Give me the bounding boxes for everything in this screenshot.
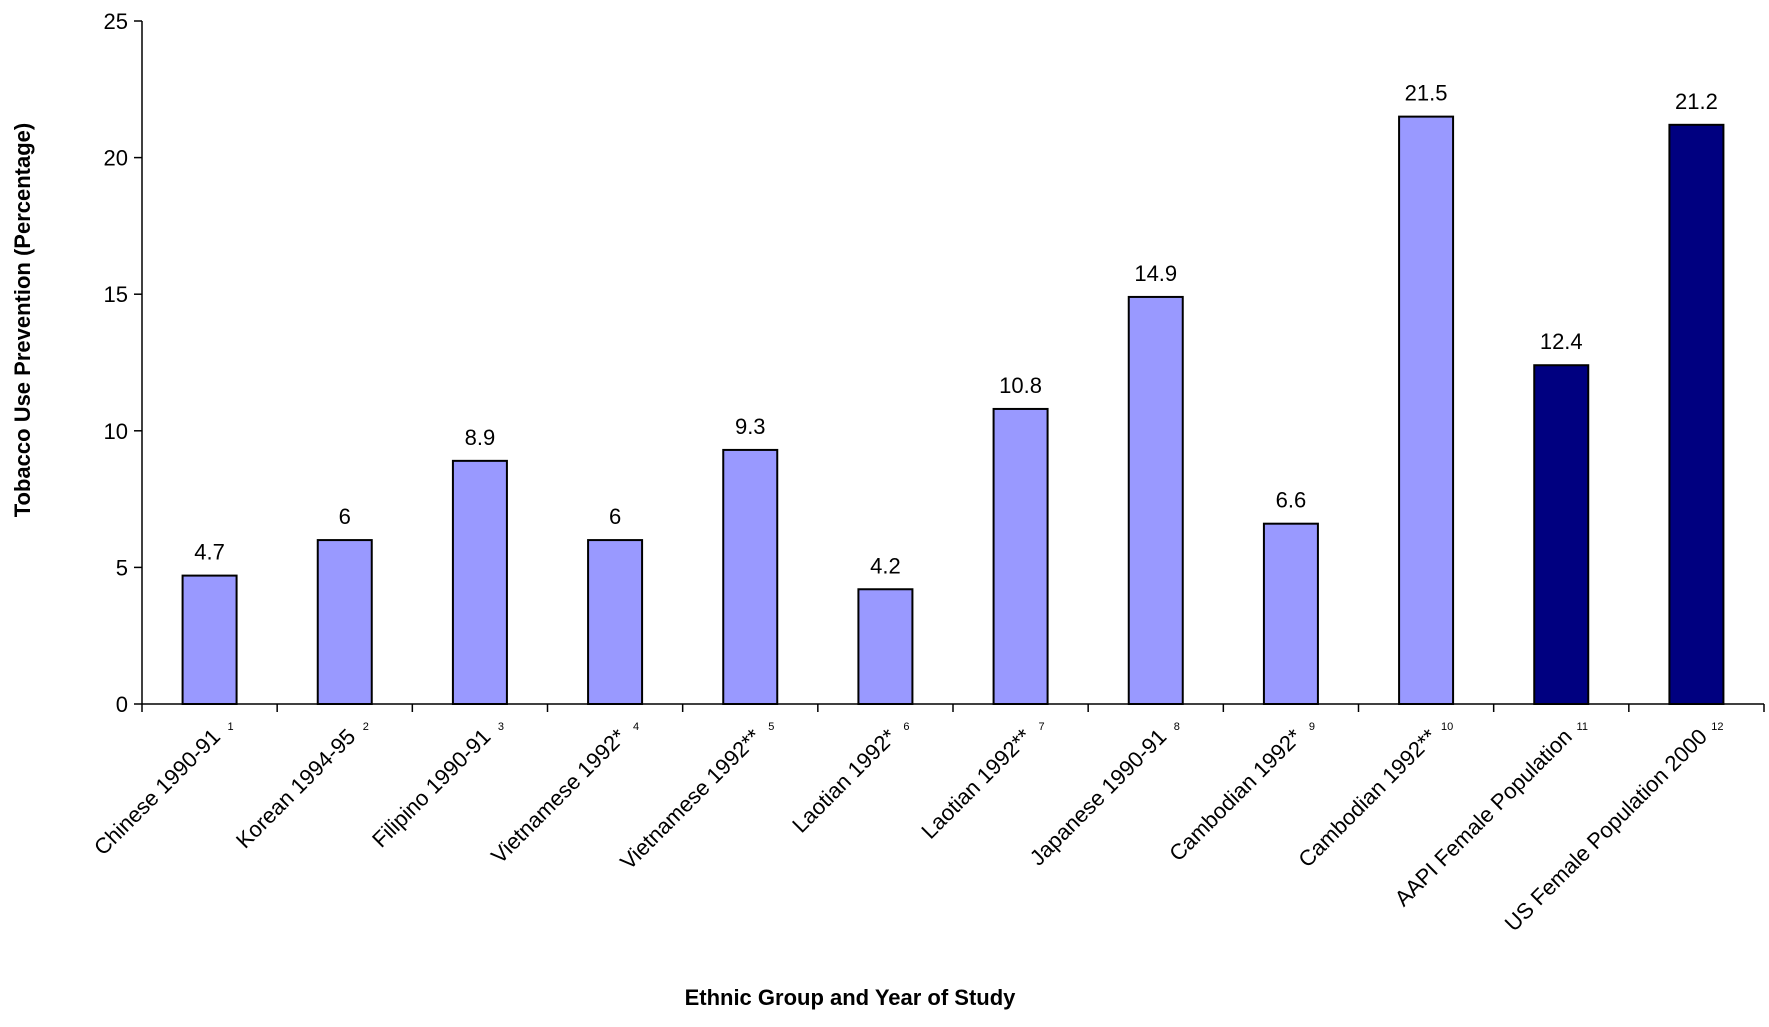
bar bbox=[181, 574, 238, 706]
bar bbox=[992, 407, 1049, 705]
bar bbox=[587, 539, 644, 706]
bar-value-label: 6 bbox=[609, 504, 621, 529]
x-axis-title: Ethnic Group and Year of Study bbox=[685, 985, 1017, 1010]
category-footnote: 6 bbox=[903, 721, 909, 733]
y-tick-label: 10 bbox=[104, 419, 128, 444]
bar bbox=[451, 459, 508, 705]
bar-value-label: 9.3 bbox=[735, 414, 766, 439]
bar-value-label: 8.9 bbox=[465, 425, 496, 450]
y-tick-label: 15 bbox=[104, 282, 128, 307]
category-footnote: 7 bbox=[1039, 721, 1045, 733]
bar-value-label: 21.5 bbox=[1405, 81, 1448, 106]
category-footnote: 11 bbox=[1577, 721, 1588, 733]
category-label: Vietnamese 1992** bbox=[615, 724, 766, 875]
bar-value-label: 12.4 bbox=[1540, 329, 1583, 354]
bar-value-label: 14.9 bbox=[1134, 261, 1177, 286]
bar bbox=[1533, 364, 1590, 705]
bar-value-label: 4.7 bbox=[194, 540, 225, 565]
category-footnote: 1 bbox=[228, 721, 234, 733]
category-label: Cambodian 1992* bbox=[1164, 724, 1307, 867]
category-label: Vietnamese 1992* bbox=[486, 724, 631, 869]
bar-value-label: 4.2 bbox=[870, 553, 901, 578]
bar bbox=[1127, 295, 1184, 705]
chart-bars bbox=[181, 115, 1725, 706]
bar-value-label: 21.2 bbox=[1675, 89, 1718, 114]
y-tick-label: 0 bbox=[116, 692, 128, 717]
category-footnote: 3 bbox=[498, 721, 504, 733]
bar bbox=[722, 448, 779, 706]
category-label: Japanese 1990-91 bbox=[1025, 724, 1172, 871]
category-footnote: 8 bbox=[1174, 721, 1180, 733]
y-tick-label: 20 bbox=[104, 146, 128, 171]
bar-value-label: 10.8 bbox=[999, 373, 1042, 398]
y-tick-label: 25 bbox=[104, 9, 128, 34]
bar-value-labels: 4.7 6 8.9 6 9.3 4.2 10.8 14.9 6.6 21.5 12.4 21.2 bbox=[194, 81, 1718, 579]
category-label: Laotian 1992* bbox=[787, 724, 901, 838]
bar bbox=[1398, 115, 1455, 706]
category-label: Chinese 1990-91 bbox=[89, 724, 225, 860]
category-footnote: 12 bbox=[1711, 721, 1723, 733]
category-footnote: 2 bbox=[363, 721, 369, 733]
chart-axes: 0 5 10 15 20 25 bbox=[104, 9, 1765, 717]
category-footnote: 10 bbox=[1441, 721, 1453, 733]
bar-value-label: 6.6 bbox=[1276, 488, 1307, 513]
category-label: Laotian 1992** bbox=[916, 724, 1036, 844]
category-label: Korean 1994-95 bbox=[231, 724, 360, 853]
category-label: Cambodian 1992** bbox=[1293, 724, 1442, 873]
bar bbox=[316, 539, 373, 706]
y-axis-title: Tobacco Use Prevention (Percentage) bbox=[10, 123, 35, 518]
bar-value-label: 6 bbox=[339, 504, 351, 529]
y-tick-label: 5 bbox=[116, 555, 128, 580]
bar bbox=[857, 588, 914, 705]
category-footnote: 4 bbox=[633, 721, 639, 733]
bar bbox=[1262, 522, 1319, 705]
bar bbox=[1668, 123, 1725, 706]
category-label: Filipino 1990-91 bbox=[367, 724, 495, 852]
category-footnote: 9 bbox=[1309, 721, 1315, 733]
category-footnote: 5 bbox=[768, 721, 774, 733]
